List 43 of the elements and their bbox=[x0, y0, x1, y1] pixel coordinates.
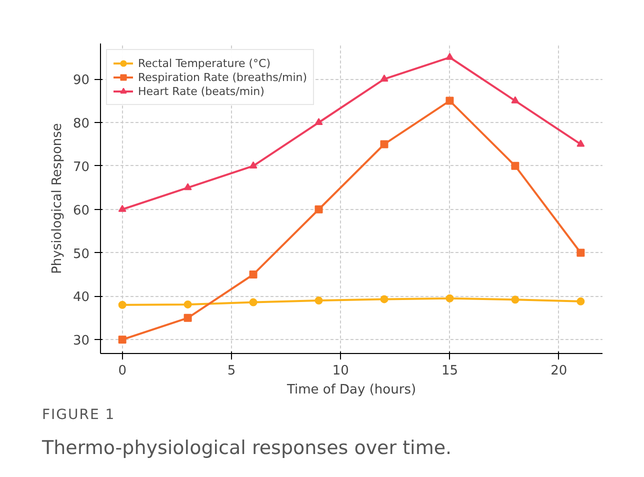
point bbox=[446, 96, 454, 105]
x-tick-label: 0 bbox=[118, 364, 126, 378]
point bbox=[249, 270, 258, 278]
point bbox=[184, 300, 192, 308]
caption: FIGURE 1 bbox=[42, 406, 116, 425]
legend-label: Rectal Temperature (°C) bbox=[138, 56, 271, 70]
point bbox=[314, 118, 323, 126]
x-tick-label: 20 bbox=[550, 364, 568, 378]
point bbox=[511, 296, 520, 304]
point bbox=[314, 296, 323, 305]
point bbox=[380, 295, 388, 304]
point bbox=[446, 52, 454, 60]
y-tick-label: 50 bbox=[72, 246, 90, 262]
y-tick-label: 60 bbox=[72, 203, 90, 218]
y-axis-title: Physiological Response bbox=[50, 123, 65, 274]
point bbox=[249, 161, 258, 168]
point bbox=[511, 96, 520, 104]
x-axis-title: Time of Day (hours) bbox=[286, 382, 416, 398]
point bbox=[446, 294, 454, 302]
point bbox=[380, 140, 388, 148]
point bbox=[118, 336, 126, 344]
x-tick-label: 15 bbox=[441, 364, 458, 378]
y-tick-label: 40 bbox=[72, 290, 90, 306]
legend-label: Heart Rate (beats/min) bbox=[138, 84, 264, 98]
x-tick-label: 10 bbox=[332, 364, 349, 378]
point bbox=[576, 140, 585, 147]
y-tick-label: 70 bbox=[72, 160, 90, 175]
point bbox=[118, 300, 126, 309]
point bbox=[380, 74, 388, 82]
legend-label: Respiration Rate (breaths/min) bbox=[138, 70, 308, 84]
point bbox=[118, 204, 126, 212]
point bbox=[249, 298, 258, 306]
point bbox=[576, 297, 585, 306]
y-tick-label: 30 bbox=[72, 334, 90, 349]
y-tick-label: 90 bbox=[72, 73, 90, 88]
point bbox=[576, 248, 585, 257]
text: Thermo-physiological responses over time. bbox=[42, 436, 452, 461]
x-tick-label: 5 bbox=[227, 364, 236, 378]
point bbox=[184, 314, 192, 322]
y-tick-label: 80 bbox=[72, 116, 90, 132]
point bbox=[184, 183, 192, 190]
point bbox=[511, 162, 520, 170]
point bbox=[314, 205, 323, 214]
